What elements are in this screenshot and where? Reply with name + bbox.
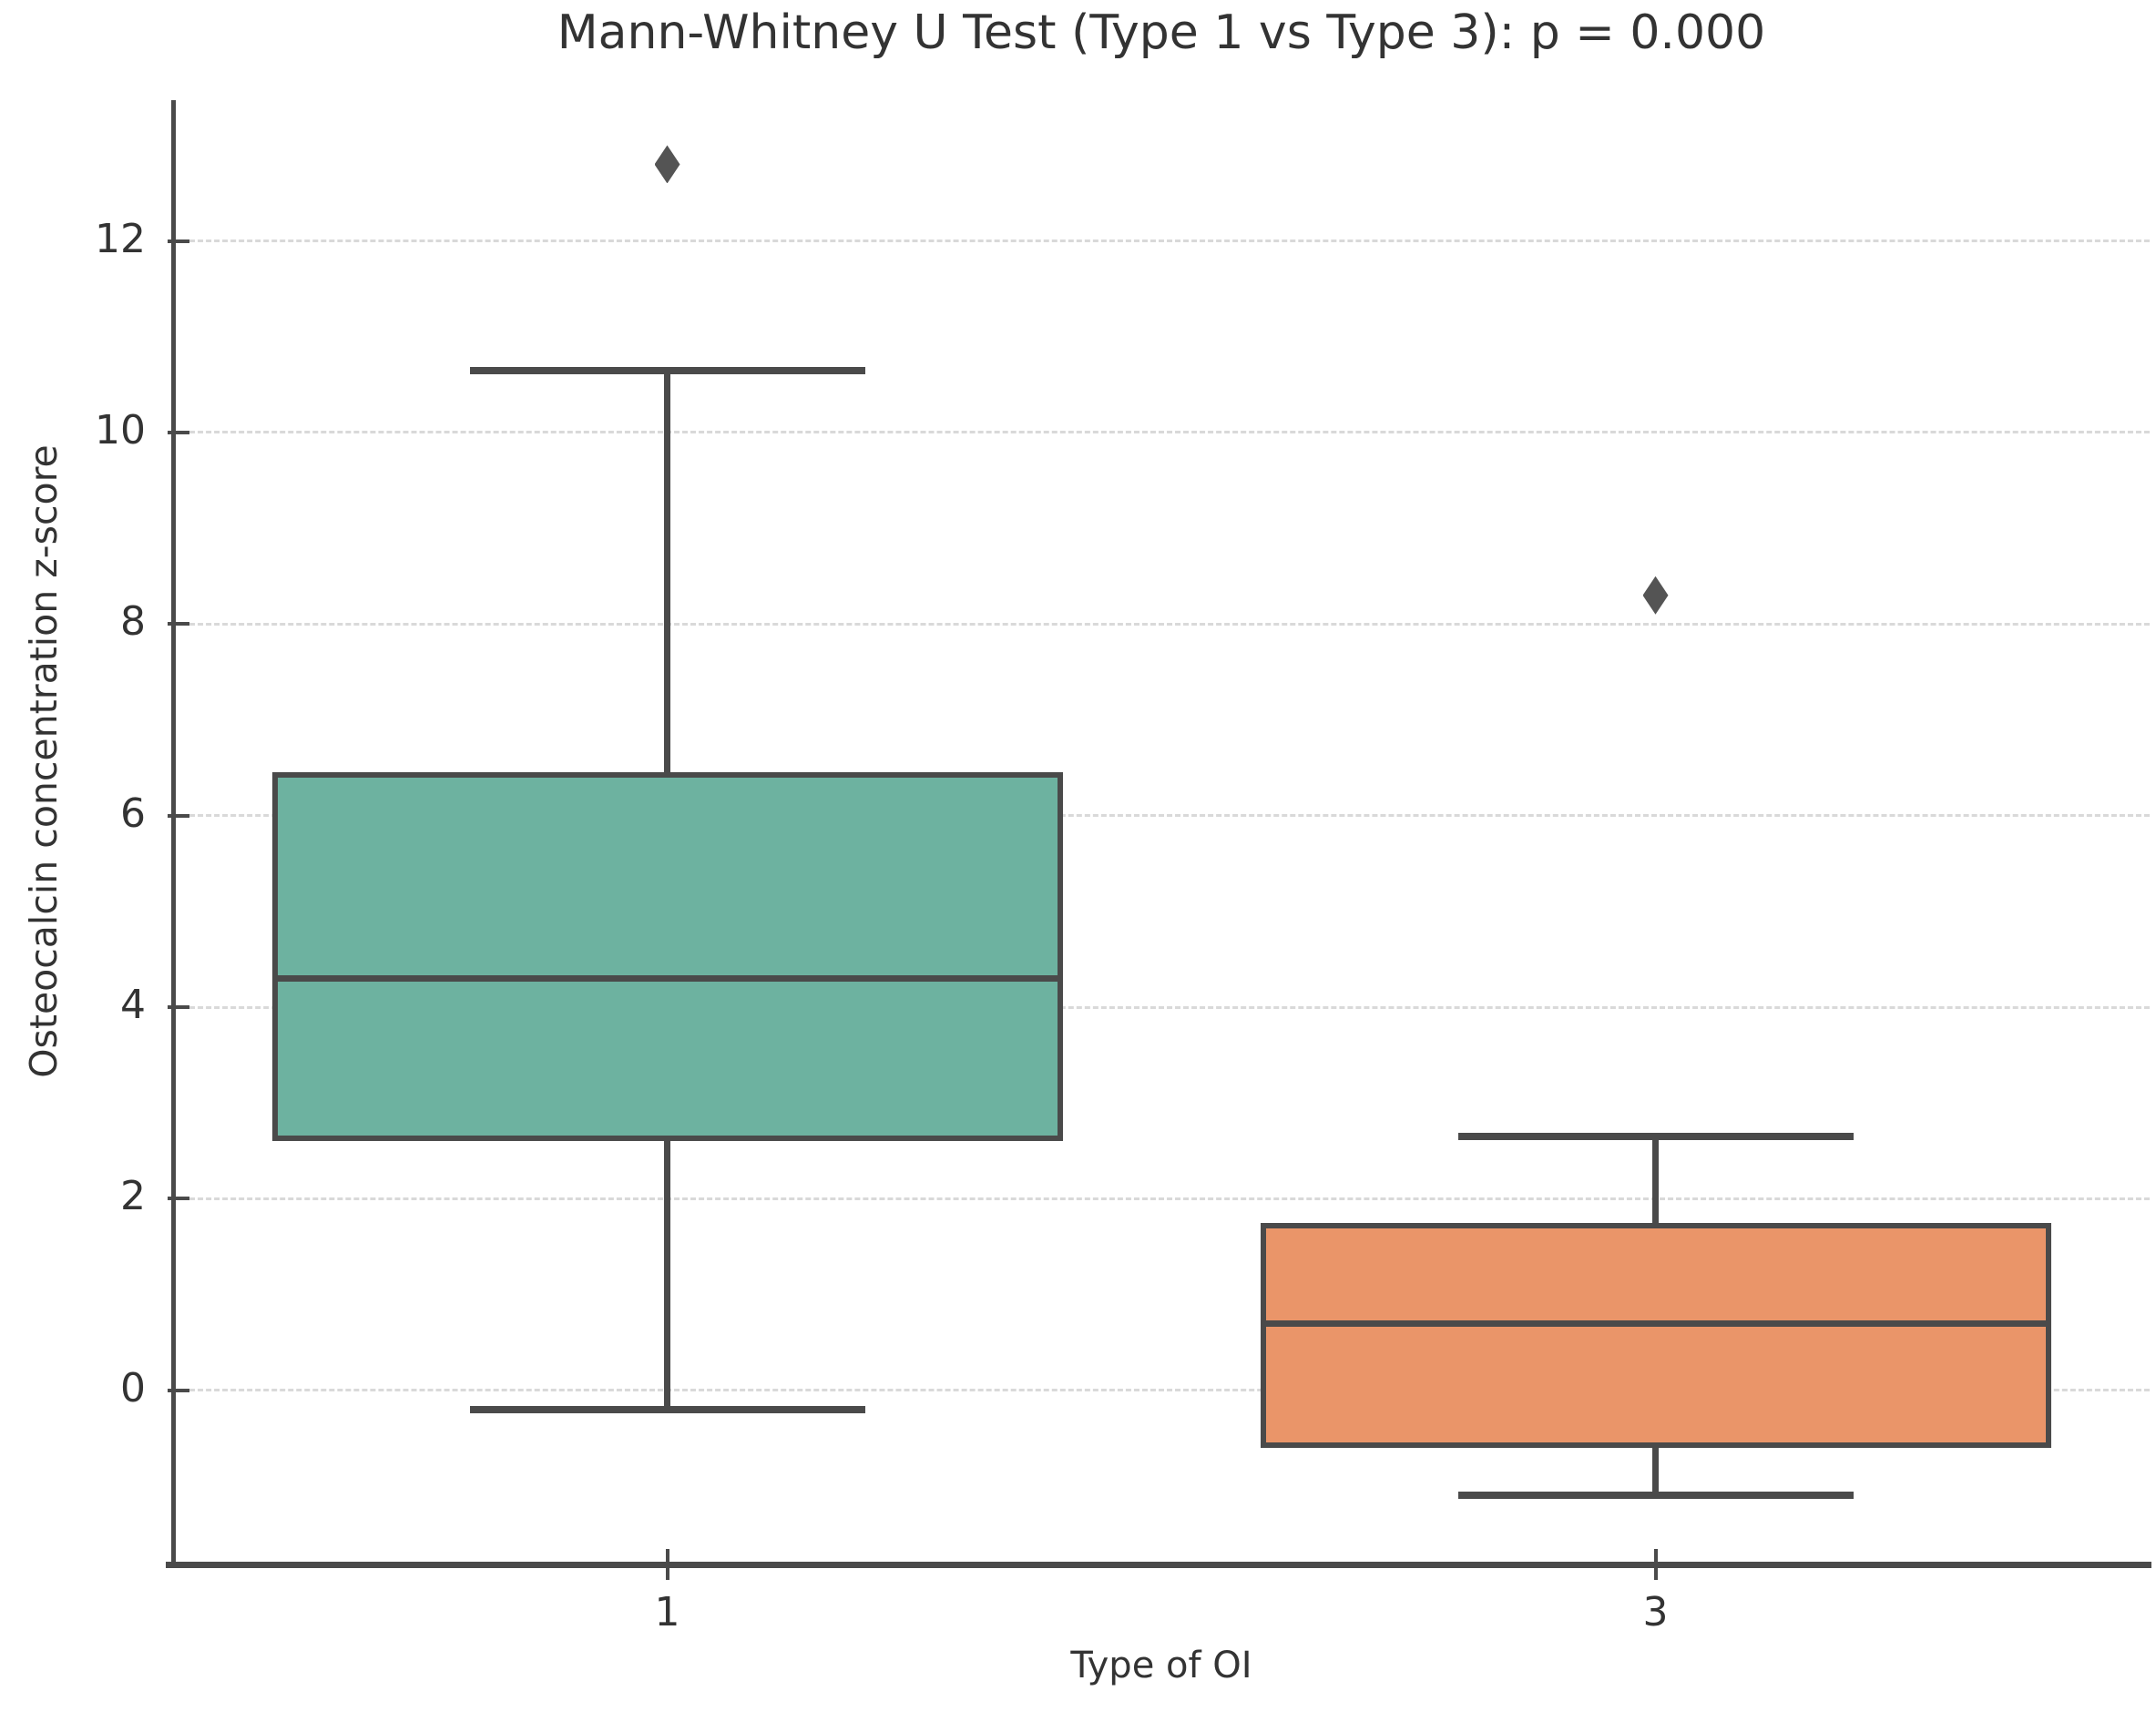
whisker-upper-cap-type-1 (469, 366, 865, 374)
y-tick-label-6: 6 (120, 790, 146, 837)
y-tick-12 (168, 239, 189, 243)
x-axis-spine (166, 1562, 2151, 1568)
whisker-lower-line-type-3 (1652, 1447, 1659, 1496)
median-line-type-3 (1260, 1319, 2051, 1327)
y-tick-6 (168, 813, 189, 818)
y-tick-2 (168, 1197, 189, 1201)
gridline-y-0 (173, 1389, 2150, 1392)
y-tick-label-2: 2 (120, 1173, 146, 1220)
y-tick-label-4: 4 (120, 982, 146, 1029)
whisker-lower-line-type-1 (664, 1141, 670, 1410)
whisker-upper-line-type-3 (1652, 1136, 1659, 1223)
x-tick-label-type-3: 3 (1642, 1589, 1669, 1635)
y-axis-label: Osteocalcin concentration z-score (22, 444, 66, 1078)
outlier-marker-type-1-0 (654, 145, 680, 184)
gridline-y-4 (173, 1005, 2150, 1009)
x-tick-type-1 (665, 1549, 669, 1580)
y-axis-spine (171, 100, 176, 1564)
y-tick-10 (168, 430, 189, 434)
whisker-upper-cap-type-3 (1457, 1133, 1854, 1140)
whisker-upper-line-type-1 (664, 370, 670, 773)
y-tick-0 (168, 1388, 189, 1392)
whisker-lower-cap-type-1 (469, 1405, 865, 1413)
y-tick-4 (168, 1005, 189, 1010)
y-tick-label-10: 10 (95, 406, 146, 453)
outlier-marker-type-3-0 (1642, 576, 1669, 615)
whisker-lower-cap-type-3 (1457, 1492, 1854, 1500)
y-tick-8 (168, 622, 189, 627)
chart-title: Mann-Whitney U Test (Type 1 vs Type 3): … (557, 5, 1766, 60)
gridline-y-12 (173, 239, 2150, 243)
y-tick-label-0: 0 (120, 1364, 146, 1411)
gridline-y-8 (173, 622, 2150, 626)
gridline-y-6 (173, 814, 2150, 818)
box-type-1 (271, 772, 1063, 1142)
x-tick-type-3 (1653, 1549, 1658, 1580)
x-tick-label-type-1: 1 (654, 1589, 680, 1635)
y-tick-label-8: 8 (120, 598, 146, 646)
gridline-y-10 (173, 431, 2150, 434)
median-line-type-1 (271, 974, 1063, 982)
box-type-3 (1260, 1222, 2051, 1448)
y-tick-label-12: 12 (95, 215, 146, 262)
gridline-y-2 (173, 1197, 2150, 1200)
x-axis-label: Type of OI (1070, 1645, 1252, 1686)
